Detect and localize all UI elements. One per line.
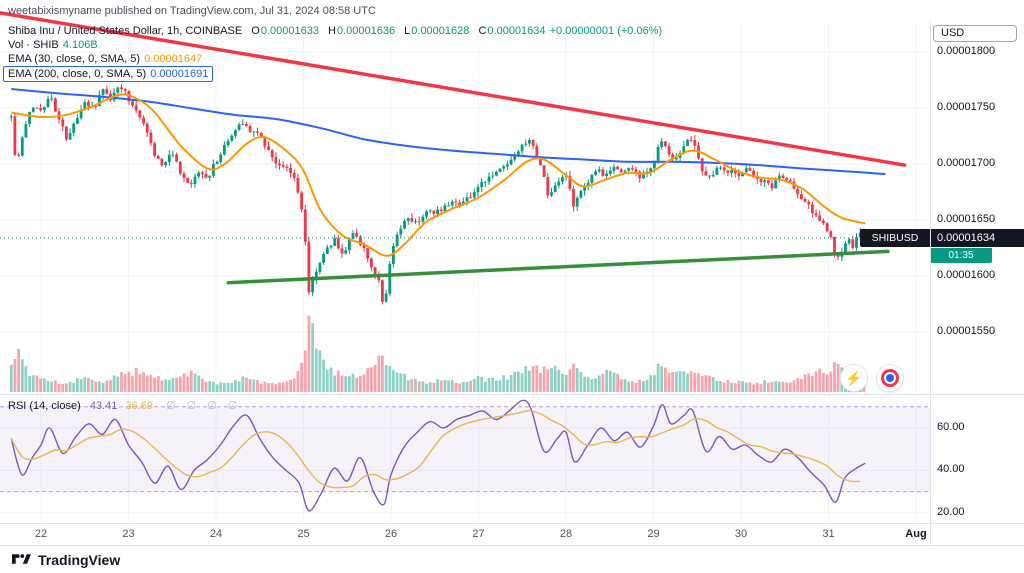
low-value: 0.00001628 (411, 25, 470, 37)
price-tick-label: 0.00001750 (937, 101, 996, 113)
open-label: O (251, 25, 260, 37)
x-axis-label: 31 (822, 528, 835, 540)
tradingview-logo-icon[interactable] (12, 552, 31, 567)
ema200-label: EMA (200, close, 0, SMA, 5) (8, 68, 147, 80)
x-axis-label: 29 (647, 528, 660, 540)
change-value: +0.00000001 (+0.06%) (549, 25, 663, 37)
last-price-symbol-tag: SHIBUSD (860, 228, 930, 247)
x-axis-label: 27 (472, 528, 485, 540)
rsi-value: 43.41 (89, 400, 118, 412)
target-emoji-icon (881, 369, 899, 387)
low-label: L (404, 25, 411, 37)
rsi-legend-row[interactable]: RSI (14, close) 43.41 36.69 ∅ ∅ ∅ ∅ (8, 399, 242, 412)
legend-ghost-icons[interactable]: ∅ ∅ ∅ ∅ (166, 400, 242, 412)
ema30-legend-row[interactable]: EMA (30, close, 0, SMA, 5) 0.00001647 (8, 52, 662, 66)
volume-value: 4.106B (62, 39, 98, 51)
symbol-title: Shiba Inu / United States Dollar, 1h, CO… (8, 25, 243, 37)
price-tick-label: 0.00001600 (937, 269, 996, 281)
footer-bar: TradingView (0, 546, 1024, 573)
high-value: 0.00001636 (336, 25, 396, 37)
high-label: H (328, 25, 336, 37)
close-label: C (478, 25, 487, 37)
lightning-icon: ⚡ (845, 369, 863, 386)
rsi-ma-value: 36.69 (125, 400, 153, 412)
x-axis-label: 22 (34, 528, 48, 540)
ema200-legend-row[interactable]: EMA (200, close, 0, SMA, 5) 0.00001691 (3, 66, 214, 82)
price-axis-currency-button[interactable]: USD (933, 25, 1017, 42)
open-value: 0.00001633 (260, 25, 319, 37)
close-value: 0.00001634 (487, 25, 546, 37)
reaction-emoji-button[interactable] (876, 364, 904, 392)
boost-lightning-button[interactable]: ⚡ (840, 364, 868, 392)
price-tick-label: 0.00001700 (937, 157, 996, 169)
price-tick-label: 0.00001650 (937, 213, 996, 225)
rsi-tick-label: 60.00 (937, 421, 965, 433)
x-axis-label: 30 (734, 528, 748, 540)
publish-info: weetabixismyname published on TradingVie… (8, 5, 376, 17)
rsi-label: RSI (14, close) (8, 400, 81, 412)
last-price-label: 0.00001634 (930, 228, 1024, 247)
x-axis-label: 26 (384, 528, 398, 540)
x-axis-label: 25 (297, 528, 310, 540)
rsi-tick-label: 40.00 (937, 463, 965, 476)
x-axis-label: Aug (905, 528, 927, 540)
price-axis-separator[interactable] (930, 22, 931, 545)
chart-legend: Shiba Inu / United States Dollar, 1h, CO… (3, 24, 662, 82)
pane-separator[interactable] (0, 394, 1024, 395)
price-tick-label: 0.00001550 (937, 325, 996, 337)
footer-separator (0, 545, 1024, 546)
rsi-tick-label: 20.00 (937, 505, 965, 518)
x-axis-label: 24 (209, 528, 223, 540)
time-axis-separator (0, 523, 1024, 524)
ema30-value: 0.00001647 (144, 53, 203, 65)
tradingview-wordmark[interactable]: TradingView (38, 551, 121, 568)
volume-label: Vol · SHIB (8, 39, 59, 51)
price-tick-label: 0.00001800 (937, 45, 996, 57)
symbol-legend-row[interactable]: Shiba Inu / United States Dollar, 1h, CO… (8, 24, 662, 38)
volume-legend-row[interactable]: Vol · SHIB 4.106B (8, 38, 662, 52)
x-axis-label: 23 (122, 528, 135, 540)
bar-close-countdown: 01:35 (930, 247, 992, 263)
ema200-value: 0.00001691 (150, 68, 209, 80)
ema30-label: EMA (30, close, 0, SMA, 5) (8, 53, 141, 65)
x-axis-label: 28 (559, 528, 573, 540)
